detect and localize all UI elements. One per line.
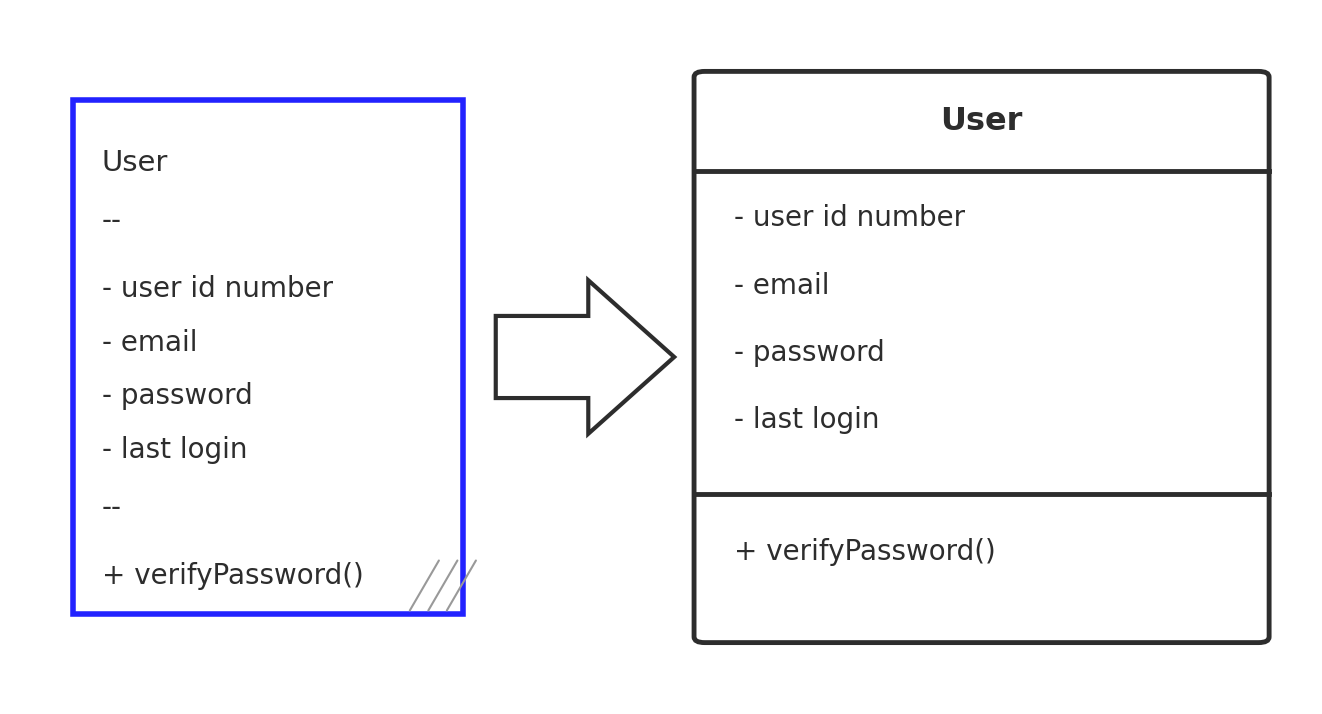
Text: + verifyPassword(): + verifyPassword(): [734, 538, 995, 565]
Text: - user id number: - user id number: [102, 275, 333, 303]
Text: --: --: [102, 494, 122, 523]
FancyBboxPatch shape: [73, 100, 463, 614]
Text: - email: - email: [734, 271, 829, 300]
Text: - email: - email: [102, 328, 197, 357]
Text: - password: - password: [734, 339, 884, 367]
Text: User: User: [940, 106, 1023, 137]
Text: - user id number: - user id number: [734, 204, 965, 233]
Text: --: --: [102, 207, 122, 236]
Polygon shape: [496, 280, 674, 433]
Text: - last login: - last login: [102, 436, 247, 464]
FancyBboxPatch shape: [694, 71, 1269, 643]
Text: User: User: [102, 149, 168, 177]
Text: - password: - password: [102, 382, 253, 411]
Text: + verifyPassword(): + verifyPassword(): [102, 562, 364, 590]
Text: - last login: - last login: [734, 406, 879, 434]
